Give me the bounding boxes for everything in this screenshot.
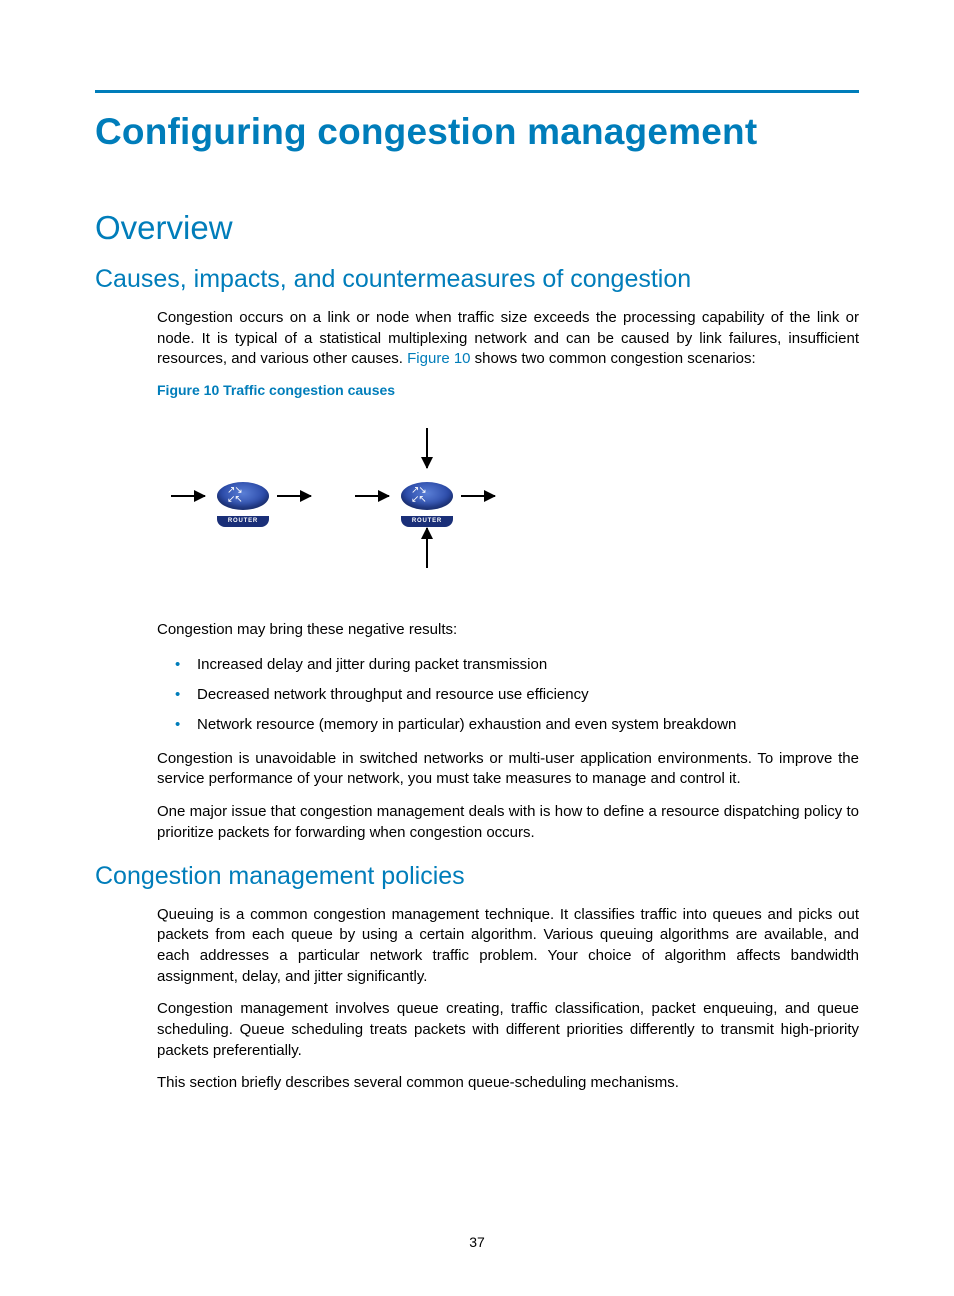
policies-body: Queuing is a common congestion managemen… (157, 905, 859, 1095)
policies-para3: This section briefly describes several c… (157, 1073, 859, 1094)
arrow-up-icon (426, 528, 428, 568)
figure-link[interactable]: Figure 10 (407, 350, 470, 367)
arrow-out-right-icon (461, 495, 495, 497)
subsection-policies: Congestion management policies (95, 862, 859, 891)
policies-para1: Queuing is a common congestion managemen… (157, 905, 859, 988)
subsection-causes: Causes, impacts, and countermeasures of … (95, 265, 859, 294)
results-list: Increased delay and jitter during packet… (157, 653, 859, 737)
router-right-label: ROUTER (401, 516, 453, 527)
list-item: Increased delay and jitter during packet… (157, 653, 859, 677)
para-issue: One major issue that congestion manageme… (157, 802, 859, 843)
page-number: 37 (0, 1234, 954, 1250)
list-item: Decreased network throughput and resourc… (157, 683, 859, 707)
arrow-in-left-icon (171, 495, 205, 497)
para-unavoidable: Congestion is unavoidable in switched ne… (157, 749, 859, 790)
router-left-icon: ↗↘↙↖ ROUTER (217, 482, 269, 518)
section-overview: Overview (95, 209, 859, 247)
arrow-out-left-icon (277, 495, 311, 497)
arrow-in-right-icon (355, 495, 389, 497)
router-right-icon: ↗↘↙↖ ROUTER (401, 482, 453, 518)
router-left-label: ROUTER (217, 516, 269, 527)
figure-caption: Figure 10 Traffic congestion causes (157, 382, 859, 398)
page-title: Configuring congestion management (95, 111, 859, 153)
results-intro: Congestion may bring these negative resu… (157, 620, 859, 641)
policies-para2: Congestion management involves queue cre… (157, 999, 859, 1061)
document-page: Configuring congestion management Overvi… (0, 0, 954, 1296)
figure-10-diagram: ↗↘↙↖ ROUTER ↗↘↙↖ ROUTER (157, 410, 859, 590)
causes-body: Congestion occurs on a link or node when… (157, 308, 859, 844)
arrow-down-icon (426, 428, 428, 468)
list-item: Network resource (memory in particular) … (157, 713, 859, 737)
intro-post: shows two common congestion scenarios: (471, 350, 756, 367)
top-rule (95, 90, 859, 93)
intro-paragraph: Congestion occurs on a link or node when… (157, 308, 859, 370)
